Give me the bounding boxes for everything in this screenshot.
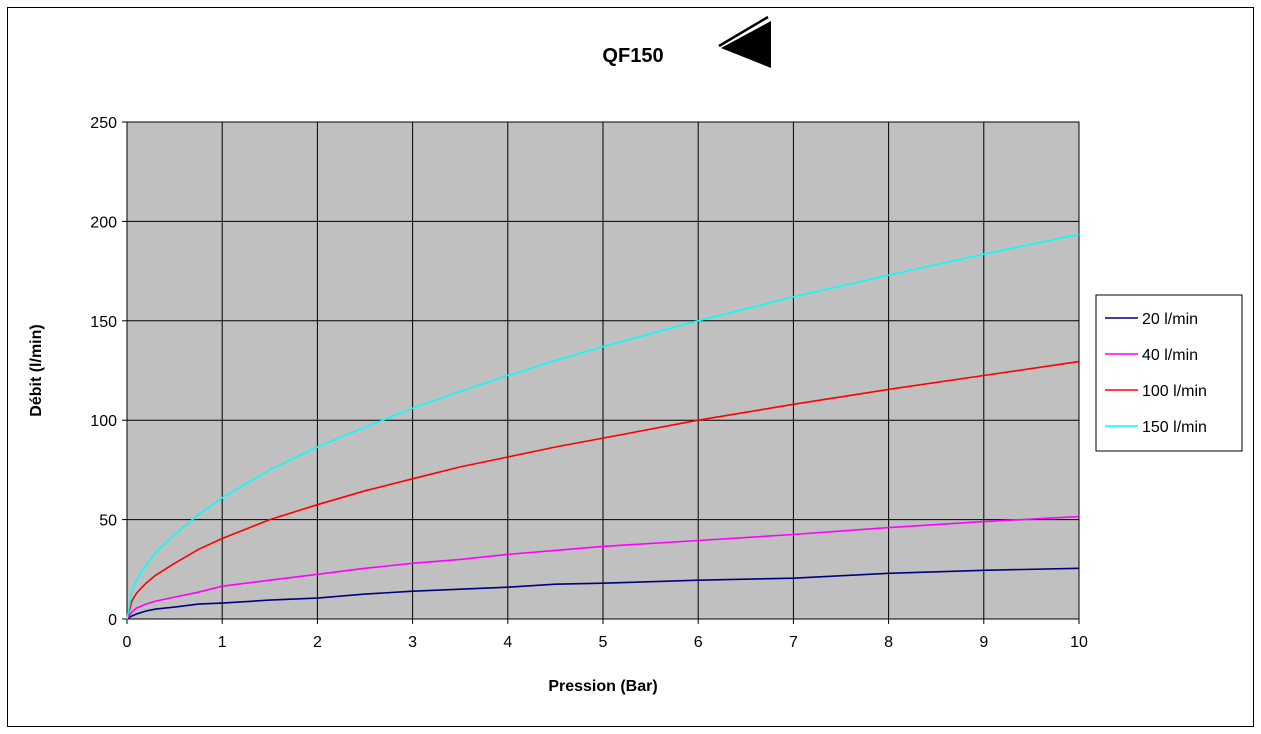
x-tick-label: 10: [1070, 634, 1088, 651]
x-tick-label: 5: [599, 634, 608, 651]
chart-svg: QF150 0 1 2 3 4 5 6 7 8 9 10050100150200250Pressio…: [28, 15, 1243, 695]
x-tick-label: 4: [503, 634, 512, 651]
y-tick-label: 0: [108, 612, 117, 629]
legend-box: [1095, 294, 1243, 452]
legend-entry: 150 l/min: [1142, 419, 1207, 436]
legend-entry: 100 l/min: [1142, 383, 1207, 400]
x-tick-label: 3: [408, 634, 417, 651]
y-tick-label: 50: [99, 513, 117, 530]
x-tick-label: 7: [789, 634, 798, 651]
legend-entry: 20 l/min: [1142, 311, 1198, 328]
x-tick-label: 2: [313, 634, 322, 651]
series-line: [126, 567, 1080, 620]
x-tick-label: 8: [884, 634, 893, 651]
x-tick-label: 0: [123, 634, 132, 651]
y-axis-label: Débit (l/min): [28, 324, 45, 416]
x-axis-label: Pression (Bar): [548, 678, 657, 695]
y-tick-label: 100: [90, 413, 117, 430]
y-tick-label: 250: [90, 115, 117, 132]
x-tick-label: 1: [218, 634, 227, 651]
legend-entry: 40 l/min: [1142, 347, 1198, 364]
chart-frame: QF150 0 1 2 3 4 5 6 7 8 9 10 0 50 100 150 200 250 Pressio…: [7, 7, 1254, 727]
pointer-icon: [718, 15, 771, 68]
series-line: [126, 360, 1080, 620]
series-line: [126, 233, 1080, 620]
y-tick-label: 150: [90, 314, 117, 331]
chart-title: QF150: [602, 45, 663, 67]
x-tick-label: 6: [694, 634, 703, 651]
y-tick-label: 200: [90, 214, 117, 231]
series-line: [126, 515, 1080, 620]
x-tick-label: 9: [979, 634, 988, 651]
